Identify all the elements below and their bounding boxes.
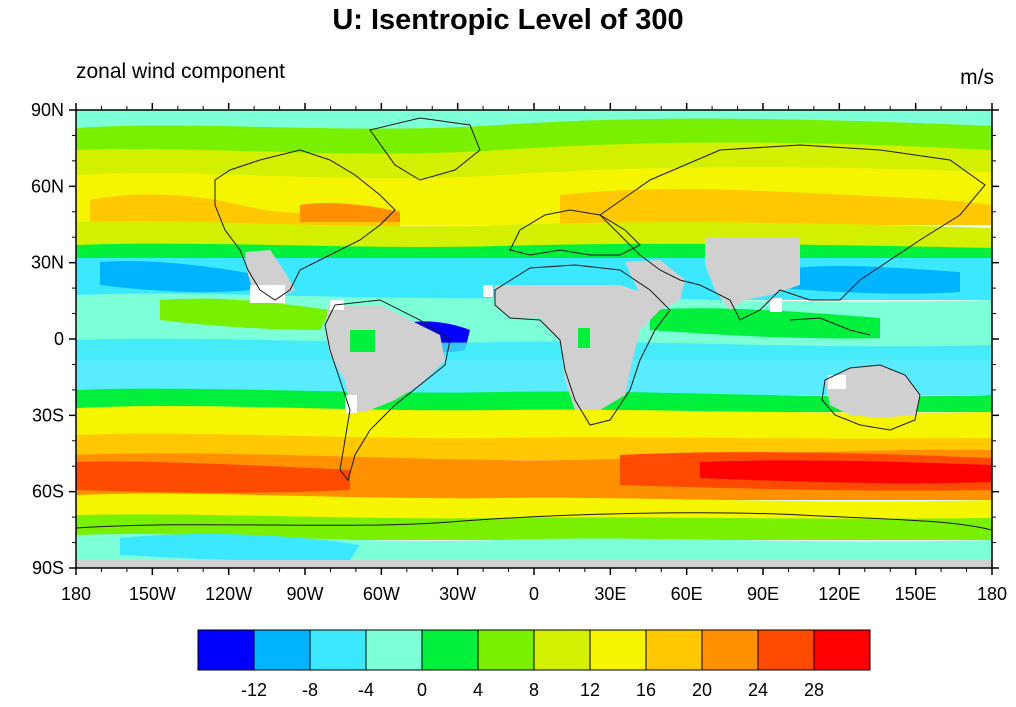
wind-field — [76, 110, 992, 568]
green-cells — [350, 328, 590, 352]
lon-label: 180 — [61, 584, 91, 604]
colorbar-label: 20 — [692, 680, 712, 700]
band-subtrop-south — [76, 406, 992, 440]
lon-label: 30W — [439, 584, 476, 604]
white-cells — [250, 285, 846, 413]
missing-australia — [825, 365, 920, 418]
colorbar-swatch — [421, 629, 479, 671]
colorbar-swatch — [757, 629, 815, 671]
lon-label: 120W — [205, 584, 252, 604]
colorbar-swatch — [309, 629, 367, 671]
coast-antarctica — [76, 512, 992, 531]
missing-africa — [495, 285, 660, 410]
lat-label: 0 — [54, 329, 64, 349]
equatorial-westerly-pacific — [160, 298, 330, 330]
jet-asia-north — [560, 189, 992, 225]
colorbar-label: -4 — [358, 680, 374, 700]
lon-label: 180 — [977, 584, 1007, 604]
lat-label: 90N — [31, 100, 64, 120]
band-30s-green — [76, 388, 992, 412]
lon-label: 120E — [818, 584, 860, 604]
colorbar-swatch — [197, 629, 255, 671]
coast-europe — [509, 209, 641, 256]
missing-arabia — [625, 260, 685, 310]
colorbar-label: -8 — [302, 680, 318, 700]
units-label: m/s — [960, 66, 994, 89]
colorbar-swatch — [589, 629, 647, 671]
coast-north-america — [214, 149, 396, 301]
jet-core-south-pacific — [76, 461, 350, 493]
lon-label: 90E — [747, 584, 779, 604]
jet-core-atlantic — [300, 202, 400, 222]
coast-asia — [599, 144, 986, 321]
easterly-core-westpac — [780, 266, 960, 294]
coastlines — [76, 117, 992, 531]
colorbar-label: 0 — [417, 680, 427, 700]
lon-label: 60E — [671, 584, 703, 604]
colorbar-swatch — [477, 629, 535, 671]
lat-label: 90S — [32, 558, 64, 578]
colorbar-swatch — [253, 629, 311, 671]
colorbar-swatch — [813, 629, 871, 671]
missing-antarctica — [76, 560, 992, 568]
lat-label: 30S — [32, 405, 64, 425]
coast-greenland — [369, 117, 481, 181]
coast-indonesia — [789, 317, 871, 336]
lat-label: 60S — [32, 482, 64, 502]
coast-south-america — [324, 299, 451, 482]
colorbar-swatch — [365, 629, 423, 671]
lat-label: 30N — [31, 253, 64, 273]
colorbar-swatch — [645, 629, 703, 671]
colorbar-label: 24 — [748, 680, 768, 700]
lon-label: 150W — [129, 584, 176, 604]
jet-max-south — [700, 460, 992, 484]
lon-label: 90W — [286, 584, 323, 604]
easterly-core-pacific — [100, 261, 260, 293]
colorbar-label: 28 — [804, 680, 824, 700]
band-antarctic-green — [76, 514, 992, 540]
map-title: U: Isentropic Level of 300 — [332, 4, 684, 36]
colorbar-swatch — [533, 629, 591, 671]
equatorial-westerly-indian — [650, 308, 880, 339]
colorbar-label: 12 — [580, 680, 600, 700]
missing-tibet-india — [705, 238, 800, 310]
colorbar: -12 -8 -4 0 4 8 12 16 20 24 28 — [197, 629, 871, 700]
axis-ticks — [69, 103, 999, 575]
lon-label: 0 — [529, 584, 539, 604]
colorbar-label: 4 — [473, 680, 483, 700]
antarctic-easterly — [120, 534, 360, 561]
lon-label: 60W — [363, 584, 400, 604]
lon-label: 150E — [895, 584, 937, 604]
colorbar-label: -12 — [241, 680, 267, 700]
colorbar-label: 8 — [529, 680, 539, 700]
axis-labels: 90N 60N 30N 0 30S 60S 90S 180 150W 120W 90W 60W 30W 0… — [31, 100, 1007, 604]
colorbar-label: 16 — [636, 680, 656, 700]
band-easterlies-south — [76, 338, 992, 395]
lon-label: 30E — [594, 584, 626, 604]
coast-africa — [494, 264, 671, 426]
coast-australia — [821, 364, 921, 431]
lat-label: 60N — [31, 176, 64, 196]
colorbar-swatch — [701, 629, 759, 671]
variable-description: zonal wind component — [76, 60, 285, 83]
